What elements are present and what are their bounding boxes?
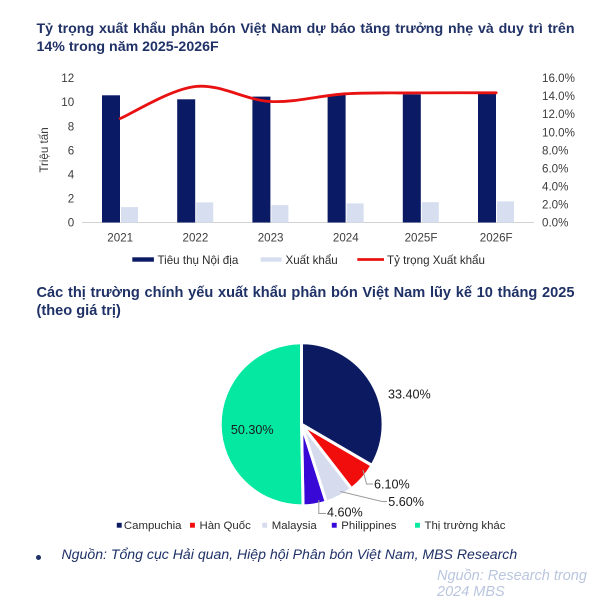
svg-text:6: 6: [68, 144, 74, 157]
svg-text:50.30%: 50.30%: [231, 423, 274, 437]
svg-text:0.0%: 0.0%: [542, 217, 568, 230]
svg-text:2025F: 2025F: [405, 231, 438, 244]
svg-text:8: 8: [68, 120, 74, 133]
svg-text:4: 4: [68, 168, 75, 181]
svg-text:16.0%: 16.0%: [542, 72, 575, 85]
svg-text:2022: 2022: [183, 231, 209, 244]
svg-text:Thị trường khác: Thị trường khác: [425, 520, 506, 532]
svg-text:Campuchia: Campuchia: [124, 520, 182, 532]
svg-text:Tỷ trọng Xuất khẩu: Tỷ trọng Xuất khẩu: [387, 254, 485, 267]
svg-text:6.0%: 6.0%: [542, 162, 568, 175]
svg-text:14.0%: 14.0%: [542, 90, 575, 103]
svg-text:2023: 2023: [258, 231, 284, 244]
svg-text:5.60%: 5.60%: [388, 495, 424, 509]
svg-text:4.60%: 4.60%: [327, 506, 363, 520]
svg-text:2: 2: [68, 192, 74, 205]
svg-text:10: 10: [61, 96, 74, 109]
svg-text:Philippines: Philippines: [341, 520, 396, 532]
svg-text:Xuất khẩu: Xuất khẩu: [286, 254, 338, 267]
svg-text:6.10%: 6.10%: [374, 478, 410, 492]
svg-text:2021: 2021: [107, 231, 133, 244]
svg-text:8.0%: 8.0%: [542, 144, 568, 157]
svg-text:0: 0: [68, 217, 74, 230]
svg-text:10.0%: 10.0%: [542, 126, 575, 139]
svg-text:4.0%: 4.0%: [542, 180, 568, 193]
svg-text:2.0%: 2.0%: [542, 198, 568, 211]
svg-text:Tiêu thụ Nội địa: Tiêu thụ Nội địa: [158, 254, 239, 267]
svg-text:Malaysia: Malaysia: [272, 520, 318, 532]
svg-text:2026F: 2026F: [480, 231, 513, 244]
svg-text:33.40%: 33.40%: [388, 387, 431, 401]
svg-text:12.0%: 12.0%: [542, 108, 575, 121]
svg-text:Triệu tấn: Triệu tấn: [38, 127, 51, 172]
svg-text:12: 12: [61, 72, 74, 85]
svg-text:Hàn Quốc: Hàn Quốc: [200, 520, 252, 532]
svg-text:2024: 2024: [333, 231, 359, 244]
